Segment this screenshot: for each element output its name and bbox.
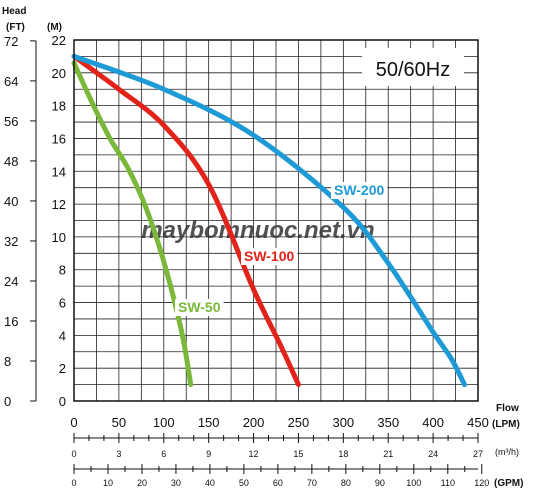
x-tick-label-lpm: 250	[288, 415, 310, 430]
x-tick-label-m3h: 3	[116, 449, 121, 459]
x-tick-label-m3h: 9	[206, 449, 211, 459]
x-tick-label-gpm: 90	[375, 478, 385, 488]
x-axis-unit-gpm: (GPM)	[494, 478, 523, 489]
x-tick-label-m3h: 15	[293, 449, 303, 459]
x-tick-label-gpm: 100	[406, 478, 421, 488]
y-tick-label-m: 0	[59, 394, 66, 409]
x-axis-title: Flow	[496, 403, 519, 414]
grid-lines	[74, 40, 478, 401]
x-tick-label-gpm: 80	[341, 478, 351, 488]
x-tick-label-lpm: 400	[422, 415, 444, 430]
x-tick-label-m3h: 12	[249, 449, 259, 459]
x-tick-label-gpm: 70	[307, 478, 317, 488]
y-tick-label-m: 8	[59, 263, 66, 278]
frequency-label: 50/60Hz	[376, 59, 451, 81]
x-tick-label-lpm: 350	[377, 415, 399, 430]
x-tick-label-lpm: 450	[467, 415, 489, 430]
y-tick-label-m: 4	[59, 328, 66, 343]
x-tick-label-m3h: 6	[161, 449, 166, 459]
x-tick-label-gpm: 0	[71, 478, 76, 488]
x-tick-label-m3h: 0	[71, 449, 76, 459]
y-tick-label-m: 2	[59, 361, 66, 376]
x-tick-label-gpm: 20	[137, 478, 147, 488]
y-tick-label-ft: 72	[4, 34, 18, 49]
x-tick-label-gpm: 40	[205, 478, 215, 488]
y-axis-unit-ft: (FT)	[6, 22, 25, 33]
series-label-sw-200: SW-200	[334, 182, 385, 198]
x-tick-label-lpm: 150	[198, 415, 220, 430]
x-tick-label-lpm: 50	[112, 415, 126, 430]
x-tick-label-lpm: 200	[243, 415, 265, 430]
x-tick-label-m3h: 24	[428, 449, 438, 459]
x-tick-label-lpm: 300	[332, 415, 354, 430]
y-tick-label-ft: 16	[4, 314, 18, 329]
series-lines: SW-50 SW-100 SW-200	[71, 53, 468, 388]
x-tick-label-lpm: 100	[153, 415, 175, 430]
y-tick-label-ft: 64	[4, 74, 18, 89]
y-tick-label-m: 14	[52, 164, 66, 179]
y-tick-label-m: 10	[52, 230, 66, 245]
frequency-annotation: 50/60Hz	[362, 48, 464, 86]
x-tick-label-gpm: 110	[441, 478, 455, 488]
y-tick-label-ft: 0	[4, 394, 11, 409]
y-tick-label-m: 20	[52, 66, 66, 81]
y-axis-unit-m: (M)	[47, 22, 62, 33]
y-tick-label-ft: 48	[4, 154, 18, 169]
x-tick-label-lpm: 0	[70, 415, 77, 430]
y-tick-label-m: 6	[59, 296, 66, 311]
series-label-sw-50: SW-50	[178, 299, 221, 315]
x-tick-label-gpm: 120	[474, 478, 489, 488]
y-tick-label-ft: 40	[4, 194, 18, 209]
series-label-sw-100: SW-100	[244, 248, 295, 264]
x-tick-label-gpm: 60	[273, 478, 283, 488]
x-tick-label-gpm: 30	[171, 478, 181, 488]
y-tick-label-m: 18	[52, 99, 66, 114]
y-tick-label-ft: 56	[4, 114, 18, 129]
plot-frame	[73, 39, 479, 402]
series-label-bg-sw-100	[241, 248, 298, 265]
axis-headings: Head (FT) (M) Flow (LPM) (m³/h) (GPM)	[2, 6, 523, 489]
x-axis-unit-m3h: (m³/h)	[495, 447, 519, 457]
y-tick-label-ft: 8	[4, 354, 11, 369]
y-axis-title: Head	[2, 6, 26, 17]
y-tick-label-m: 12	[52, 197, 66, 212]
y-tick-label-ft: 32	[4, 234, 18, 249]
series-label-bg-sw-200	[331, 182, 388, 199]
x-tick-label-gpm: 10	[103, 478, 113, 488]
watermark-text: maybomnuoc.net.vn	[141, 217, 374, 244]
series-label-bg-sw-50	[175, 299, 224, 316]
x-tick-label-m3h: 27	[473, 449, 483, 459]
series-line-sw-200	[71, 53, 468, 388]
y-tick-label-m: 22	[52, 33, 66, 48]
x-tick-label-m3h: 18	[338, 449, 348, 459]
x-tick-label-gpm: 50	[239, 478, 249, 488]
x-axis-unit-lpm: (LPM)	[492, 419, 520, 430]
y-tick-label-ft: 24	[4, 274, 18, 289]
x-tick-label-m3h: 21	[383, 449, 393, 459]
series-line-sw-100	[71, 53, 301, 388]
y-tick-label-m: 16	[52, 131, 66, 146]
series-line-sw-50	[71, 60, 194, 388]
